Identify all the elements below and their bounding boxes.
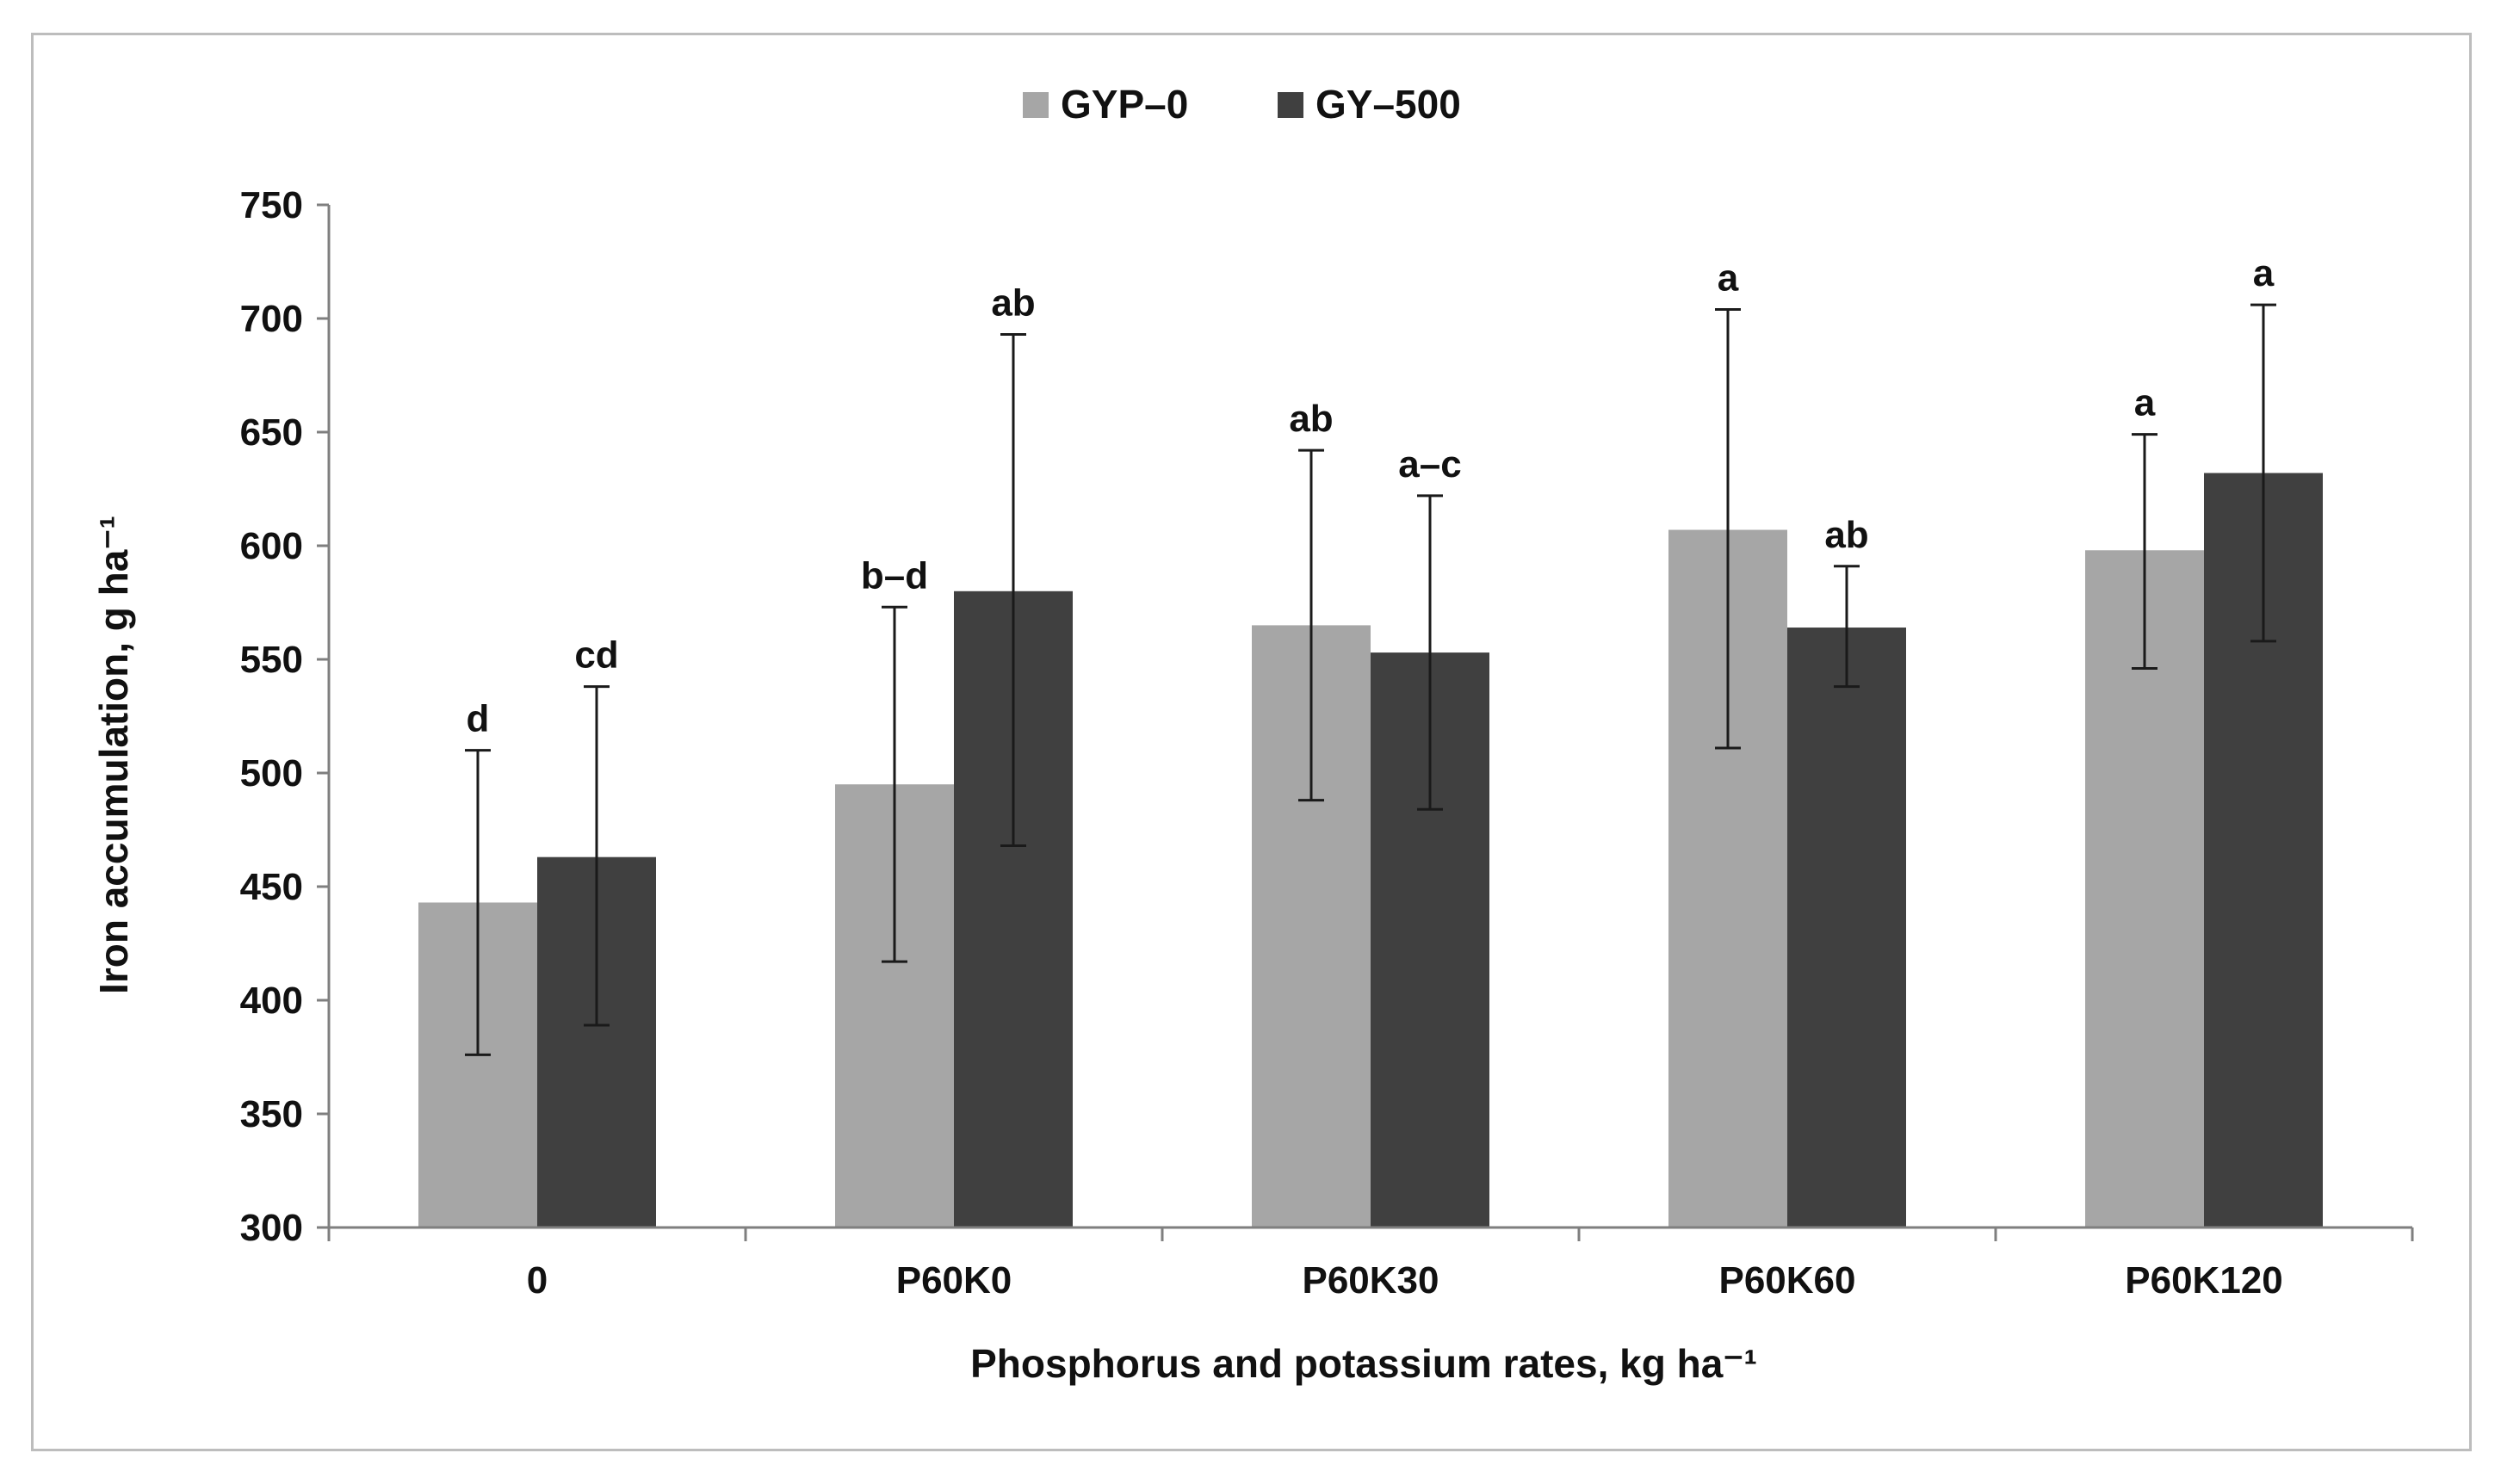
legend-label: GYP–0 [1061, 82, 1188, 127]
significance-label: ab [1289, 398, 1333, 440]
y-tick-label: 700 [240, 298, 303, 340]
bars [418, 473, 2323, 1227]
y-tick-label: 350 [240, 1093, 303, 1135]
y-tick-label: 600 [240, 525, 303, 567]
y-tick-label: 500 [240, 752, 303, 795]
y-tick-label: 550 [240, 639, 303, 681]
legend-swatch [1278, 92, 1303, 118]
x-axis: 0 P60K0 P60K30 P60K60 P60K120 [327, 1226, 2414, 1302]
chart-frame [31, 33, 2472, 1451]
x-tick-label: P60K0 [896, 1259, 1012, 1302]
significance-label: cd [574, 634, 618, 677]
significance-label: d [467, 698, 490, 740]
y-axis: 300 350 400 450 500 550 600 650 700 750 [240, 184, 331, 1249]
significance-label: ab [991, 281, 1035, 324]
x-axis-title: Phosphorus and potassium rates, kg ha⁻¹ [970, 1341, 1757, 1386]
x-tick-label: P60K60 [1718, 1259, 1855, 1302]
significance-label: a [2253, 252, 2275, 294]
y-tick-label: 450 [240, 866, 303, 908]
legend: GYP–0 GY–500 [1023, 82, 1461, 127]
y-tick-label: 300 [240, 1207, 303, 1249]
significance-label: a [2134, 382, 2156, 424]
legend-label: GY–500 [1316, 82, 1461, 127]
y-tick-label: 750 [240, 184, 303, 226]
x-tick-label: P60K120 [2125, 1259, 2282, 1302]
significance-label: b–d [861, 554, 928, 597]
x-tick-label: P60K30 [1302, 1259, 1439, 1302]
significance-label: a [1718, 257, 1739, 299]
y-axis-title: Iron accumulation, g ha⁻¹ [91, 516, 136, 994]
significance-labels: d b–d ab a a cd ab a–c ab a [467, 252, 2275, 739]
significance-label: a–c [1398, 443, 1461, 485]
legend-swatch [1023, 92, 1049, 118]
error-bars [465, 303, 2276, 1056]
y-tick-label: 400 [240, 980, 303, 1022]
bar-gy500-p60k60 [1787, 628, 1906, 1227]
significance-label: ab [1824, 514, 1868, 556]
x-tick-label: 0 [527, 1259, 548, 1302]
y-tick-label: 650 [240, 411, 303, 454]
